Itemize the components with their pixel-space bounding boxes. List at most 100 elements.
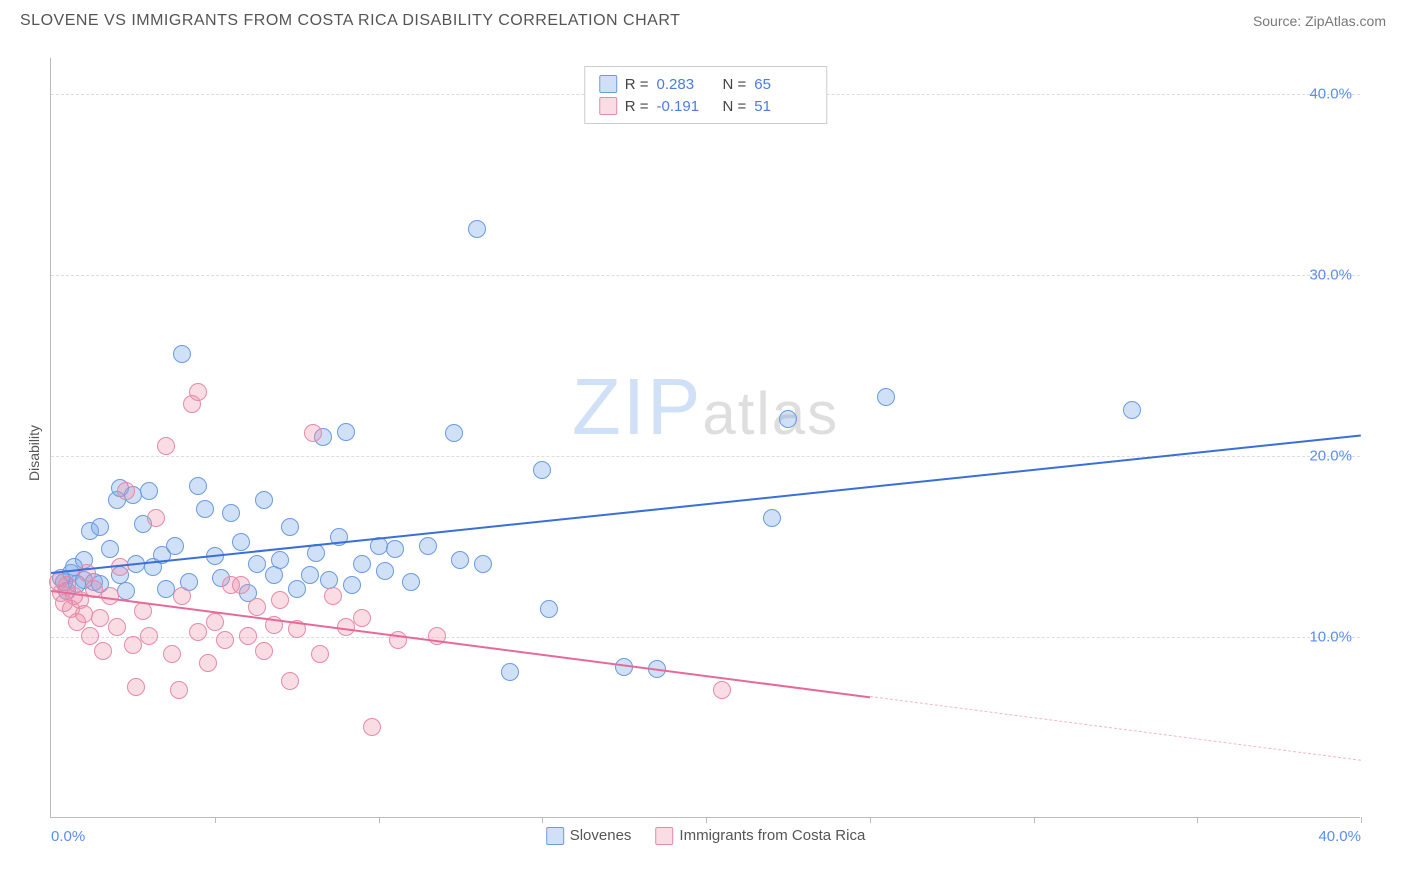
scatter-point xyxy=(763,509,781,527)
legend-label: Slovenes xyxy=(570,827,632,844)
scatter-point xyxy=(353,609,371,627)
scatter-point xyxy=(189,477,207,495)
scatter-point xyxy=(533,461,551,479)
legend-r-label: R = xyxy=(625,76,649,93)
correlation-legend: R =0.283N =65R =-0.191N =51 xyxy=(584,66,828,124)
scatter-point xyxy=(353,555,371,573)
scatter-point xyxy=(81,627,99,645)
chart-title: SLOVENE VS IMMIGRANTS FROM COSTA RICA DI… xyxy=(20,12,680,30)
scatter-point xyxy=(239,627,257,645)
x-tick xyxy=(542,817,543,823)
scatter-point xyxy=(232,576,250,594)
x-tick xyxy=(870,817,871,823)
legend-r-value: -0.191 xyxy=(657,98,715,115)
scatter-point xyxy=(386,540,404,558)
scatter-point xyxy=(271,591,289,609)
scatter-point xyxy=(94,642,112,660)
series-legend: Slovenes Immigrants from Costa Rica xyxy=(546,827,866,845)
y-tick-label: 10.0% xyxy=(1309,629,1352,646)
scatter-point xyxy=(140,627,158,645)
scatter-point xyxy=(320,571,338,589)
scatter-point xyxy=(173,345,191,363)
legend-swatch xyxy=(599,97,617,115)
scatter-point xyxy=(281,518,299,536)
y-tick-label: 40.0% xyxy=(1309,86,1352,103)
scatter-point xyxy=(232,533,250,551)
x-tick xyxy=(706,817,707,823)
scatter-point xyxy=(163,645,181,663)
x-axis-label: 40.0% xyxy=(1318,828,1361,845)
scatter-point xyxy=(271,551,289,569)
scatter-point xyxy=(301,566,319,584)
scatter-point xyxy=(877,388,895,406)
watermark-zip: ZIP xyxy=(572,362,702,451)
scatter-point xyxy=(222,504,240,522)
scatter-point xyxy=(199,654,217,672)
scatter-point xyxy=(117,582,135,600)
scatter-point xyxy=(288,580,306,598)
scatter-point xyxy=(166,537,184,555)
scatter-point xyxy=(140,482,158,500)
legend-row: R =-0.191N =51 xyxy=(599,95,813,117)
scatter-point xyxy=(108,618,126,636)
scatter-point xyxy=(468,220,486,238)
legend-n-label: N = xyxy=(723,98,747,115)
scatter-point xyxy=(91,518,109,536)
scatter-point xyxy=(376,562,394,580)
scatter-point xyxy=(311,645,329,663)
scatter-point xyxy=(255,491,273,509)
plot-area: ZIPatlas R =0.283N =65R =-0.191N =51 Slo… xyxy=(50,58,1360,818)
legend-label: Immigrants from Costa Rica xyxy=(679,827,865,844)
x-tick xyxy=(1197,817,1198,823)
scatter-point xyxy=(216,631,234,649)
scatter-point xyxy=(248,598,266,616)
scatter-point xyxy=(304,424,322,442)
legend-item: Immigrants from Costa Rica xyxy=(655,827,865,845)
y-tick-label: 20.0% xyxy=(1309,448,1352,465)
scatter-point xyxy=(75,605,93,623)
scatter-point xyxy=(124,636,142,654)
scatter-point xyxy=(189,383,207,401)
x-tick xyxy=(379,817,380,823)
x-axis-label: 0.0% xyxy=(51,828,85,845)
scatter-point xyxy=(1123,401,1141,419)
scatter-point xyxy=(363,718,381,736)
scatter-point xyxy=(713,681,731,699)
scatter-point xyxy=(779,410,797,428)
legend-r-label: R = xyxy=(625,98,649,115)
scatter-point xyxy=(248,555,266,573)
trend-line xyxy=(870,696,1361,761)
scatter-point xyxy=(170,681,188,699)
legend-swatch xyxy=(599,75,617,93)
scatter-point xyxy=(91,609,109,627)
scatter-point xyxy=(337,423,355,441)
legend-swatch xyxy=(546,827,564,845)
scatter-point xyxy=(419,537,437,555)
scatter-point xyxy=(451,551,469,569)
scatter-point xyxy=(189,623,207,641)
legend-item: Slovenes xyxy=(546,827,632,845)
scatter-point xyxy=(206,613,224,631)
watermark: ZIPatlas xyxy=(572,361,839,453)
scatter-point xyxy=(255,642,273,660)
y-axis-label: Disability xyxy=(26,425,42,481)
scatter-point xyxy=(173,587,191,605)
legend-n-value: 65 xyxy=(754,76,812,93)
scatter-point xyxy=(402,573,420,591)
scatter-point xyxy=(157,580,175,598)
legend-swatch xyxy=(655,827,673,845)
header: SLOVENE VS IMMIGRANTS FROM COSTA RICA DI… xyxy=(0,0,1406,38)
x-tick xyxy=(1034,817,1035,823)
scatter-point xyxy=(157,437,175,455)
scatter-point xyxy=(324,587,342,605)
scatter-point xyxy=(540,600,558,618)
source-label: Source: ZipAtlas.com xyxy=(1253,13,1386,29)
gridline xyxy=(51,275,1360,276)
scatter-point xyxy=(127,678,145,696)
legend-r-value: 0.283 xyxy=(657,76,715,93)
chart-container: Disability ZIPatlas R = 0.283 N = 65 R = -0.1… xyxy=(0,48,1406,858)
scatter-point xyxy=(281,672,299,690)
scatter-point xyxy=(343,576,361,594)
scatter-point xyxy=(147,509,165,527)
scatter-point xyxy=(196,500,214,518)
